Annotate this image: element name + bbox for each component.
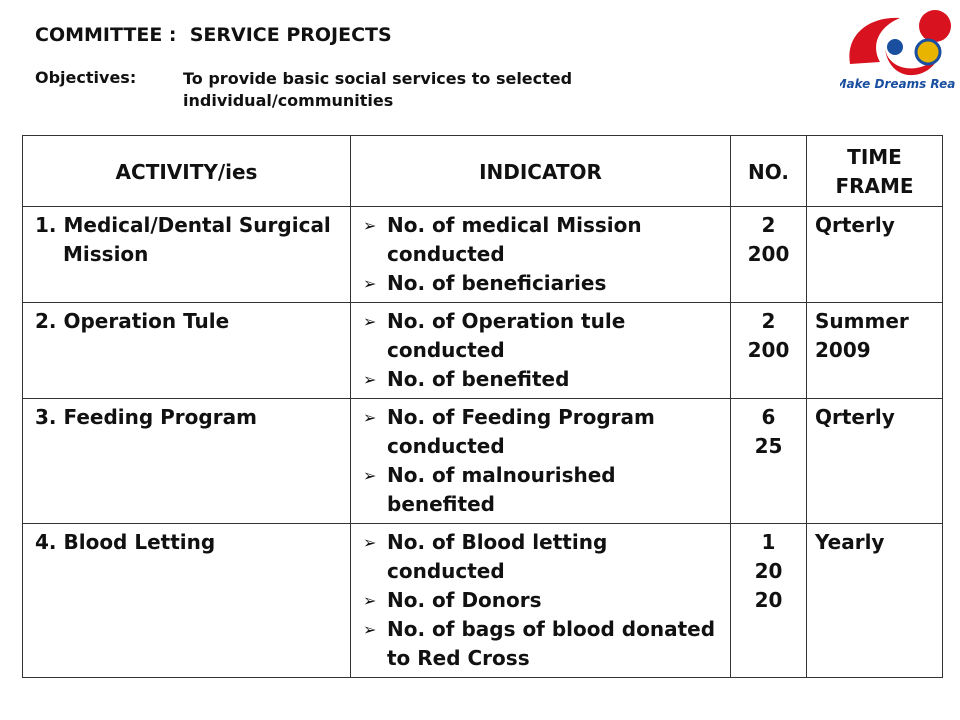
activity-cell: 2. Operation Tule: [22, 302, 351, 399]
number-cell: 6 25: [730, 398, 807, 524]
indicator-cell: No. of Feeding Program conductedNo. of m…: [350, 398, 731, 524]
indicator-list: No. of Feeding Program conductedNo. of m…: [359, 403, 722, 519]
column-header: NO.: [730, 135, 807, 207]
number: 1: [761, 530, 776, 554]
activity-cell: 4. Blood Letting: [22, 523, 351, 678]
activity: 4. Blood Letting: [35, 530, 216, 554]
indicator-list: No. of Blood letting conductedNo. of Don…: [359, 528, 722, 673]
indicator-cell: No. of Operation tule conductedNo. of be…: [350, 302, 731, 399]
column-header: ACTIVITY/ies: [22, 135, 351, 207]
number-cell: 2 200: [730, 302, 807, 399]
indicator: No. of medical Mission conducted: [359, 211, 722, 269]
objectives-label: Objectives:: [35, 68, 137, 87]
column-header: TIME FRAME: [806, 135, 943, 207]
indicator: No. of Donors: [359, 586, 722, 615]
number: 200: [747, 338, 790, 362]
number: 2: [761, 309, 776, 333]
number: 6: [761, 405, 776, 429]
number: 20: [754, 588, 783, 612]
objectives: Objectives: To provide basic social serv…: [35, 68, 723, 112]
activity: 1. Medical/Dental Surgical Mission: [35, 213, 331, 266]
table: ACTIVITY/ies INDICATOR NO. TIME FRAME 1. Me…: [22, 135, 943, 678]
activity-cell: 1. Medical/Dental Surgical Mission: [22, 206, 351, 303]
table-row: 4. Blood Letting No. of Blood letting con…: [22, 523, 943, 678]
logo: Make Dreams Real: [840, 10, 955, 91]
indicator: No. of benefited: [359, 365, 722, 394]
column-header: INDICATOR: [350, 135, 731, 207]
time-frame: Yearly: [806, 523, 943, 678]
activity: 3. Feeding Program: [35, 405, 257, 429]
time-frame: Qrterly: [806, 398, 943, 524]
table-row: 3. Feeding Program No. of Feeding Program…: [22, 398, 943, 524]
number-cell: 1 20 20: [730, 523, 807, 678]
table-row: 1. Medical/Dental Surgical Mission No. of…: [22, 206, 943, 303]
time-frame: Summer 2009: [806, 302, 943, 399]
indicator-list: No. of medical Mission conductedNo. of b…: [359, 211, 722, 298]
objectives-text: To provide basic social services to sele…: [183, 69, 573, 110]
indicator: No. of Operation tule conducted: [359, 307, 722, 365]
indicator: No. of Blood letting conducted: [359, 528, 722, 586]
number: 20: [754, 559, 783, 583]
indicator-cell: No. of medical Mission conductedNo. of b…: [350, 206, 731, 303]
activity-cell: 3. Feeding Program: [22, 398, 351, 524]
indicator: No. of beneficiaries: [359, 269, 722, 298]
activity: 2. Operation Tule: [35, 309, 230, 333]
number-cell: 2 200: [730, 206, 807, 303]
indicator-cell: No. of Blood letting conductedNo. of Don…: [350, 523, 731, 678]
number: 25: [754, 434, 783, 458]
logo-text: Make Dreams Real: [840, 77, 955, 91]
indicator: No. of malnourished benefited: [359, 461, 722, 519]
number: 2: [761, 213, 776, 237]
time-frame: Qrterly: [806, 206, 943, 303]
header-row: ACTIVITY/ies INDICATOR NO. TIME FRAME: [22, 135, 943, 207]
table-row: 2. Operation Tule No. of Operation tule c…: [22, 302, 943, 399]
title: COMMITTEE : SERVICE PROJECTS: [35, 24, 392, 46]
indicator-list: No. of Operation tule conductedNo. of be…: [359, 307, 722, 394]
indicator: No. of Feeding Program conducted: [359, 403, 722, 461]
number: 200: [747, 242, 790, 266]
indicator: No. of bags of blood donated to Red Cros…: [359, 615, 722, 673]
